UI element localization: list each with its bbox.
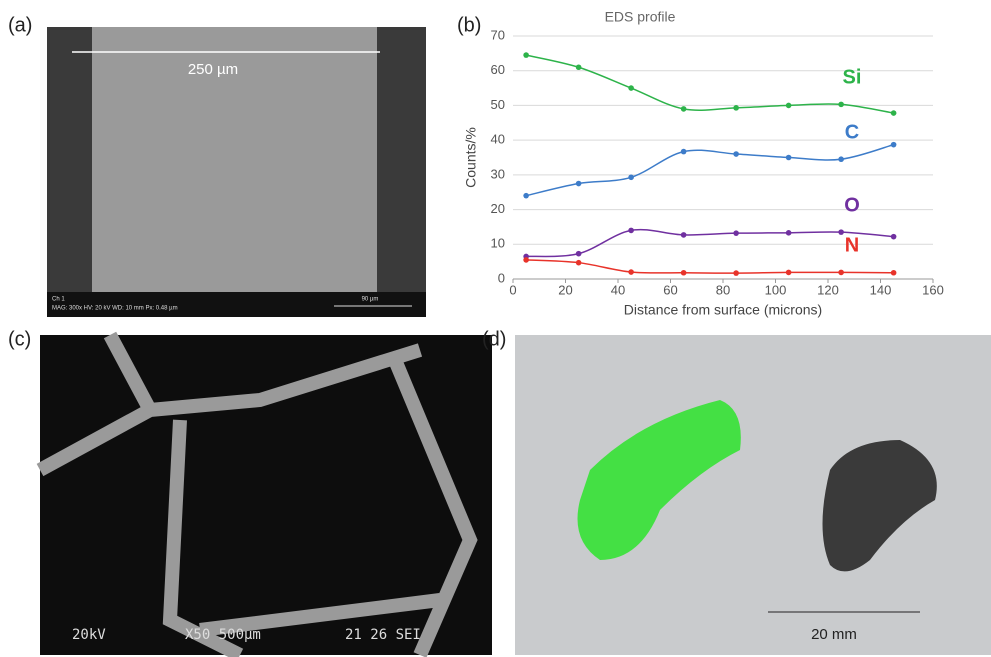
point [628, 85, 634, 91]
x-tick-label: 40 [611, 282, 625, 297]
point [786, 230, 792, 236]
y-tick-label: 50 [491, 97, 505, 112]
y-tick-label: 0 [498, 270, 505, 285]
panel-label: (b) [457, 14, 481, 36]
sem-text: X50 500µm [185, 627, 261, 643]
point [838, 102, 844, 108]
x-tick-label: 0 [509, 282, 516, 297]
x-axis-label: Distance from surface (microns) [624, 302, 822, 318]
x-tick-label: 60 [663, 282, 677, 297]
point [576, 251, 582, 257]
panel-label: (c) [8, 328, 31, 350]
point [733, 230, 739, 236]
point [681, 232, 687, 238]
y-tick-label: 60 [491, 62, 505, 77]
chart: EDS profile 0 10 20 30 40 50 60 70 0 20 40 60 80 100 12… [463, 9, 944, 318]
x-tick-label: 80 [716, 282, 730, 297]
sem-text: 20kV [72, 627, 106, 643]
scale-text: 90 µm [362, 297, 379, 303]
point [786, 103, 792, 109]
sem-text: 21 26 SEI [345, 627, 421, 643]
panel-label: (d) [482, 328, 506, 350]
series-label: O [844, 194, 860, 216]
point [523, 193, 529, 199]
x-tick-label: 160 [922, 282, 944, 297]
series-label: C [845, 122, 859, 144]
point [576, 260, 582, 266]
series-label: N [845, 235, 859, 257]
scale-text: 250 µm [188, 61, 238, 78]
info-text: MAG: 300x HV: 20 kV WD: 10 mm Px: 0.48 µ… [52, 306, 178, 312]
y-tick-label: 30 [491, 166, 505, 181]
figure: (a) 250 µm Ch 1 MAG: 300x HV: 20 kV WD: … [0, 0, 991, 657]
scale-text: 20 mm [811, 626, 857, 643]
point [681, 270, 687, 276]
point [891, 234, 897, 240]
y-tick-label: 10 [491, 236, 505, 251]
chart-title: EDS profile [605, 9, 676, 25]
point [838, 229, 844, 235]
point [733, 105, 739, 111]
x-tick-label: 20 [558, 282, 572, 297]
point [786, 155, 792, 161]
point [681, 106, 687, 112]
point [628, 269, 634, 275]
y-tick-label: 70 [491, 27, 505, 42]
point [681, 149, 687, 155]
x-tick-label: 120 [817, 282, 839, 297]
point [523, 257, 529, 263]
y-tick-label: 40 [491, 132, 505, 147]
series-line [526, 145, 894, 196]
point [838, 270, 844, 276]
y-axis-label: Counts/% [463, 127, 479, 188]
info-text: Ch 1 [52, 297, 65, 303]
series-label: Si [843, 67, 862, 89]
y-tick-label: 20 [491, 201, 505, 216]
panel-label: (a) [8, 14, 32, 36]
point [786, 270, 792, 276]
point [891, 270, 897, 276]
point [891, 142, 897, 148]
point [733, 270, 739, 276]
point [576, 64, 582, 70]
point [628, 174, 634, 180]
point [523, 52, 529, 58]
point [891, 110, 897, 116]
point [628, 228, 634, 234]
point [838, 156, 844, 162]
point [576, 181, 582, 187]
point [733, 151, 739, 157]
series-line [526, 230, 894, 257]
x-tick-label: 100 [765, 282, 787, 297]
x-tick-label: 140 [870, 282, 892, 297]
